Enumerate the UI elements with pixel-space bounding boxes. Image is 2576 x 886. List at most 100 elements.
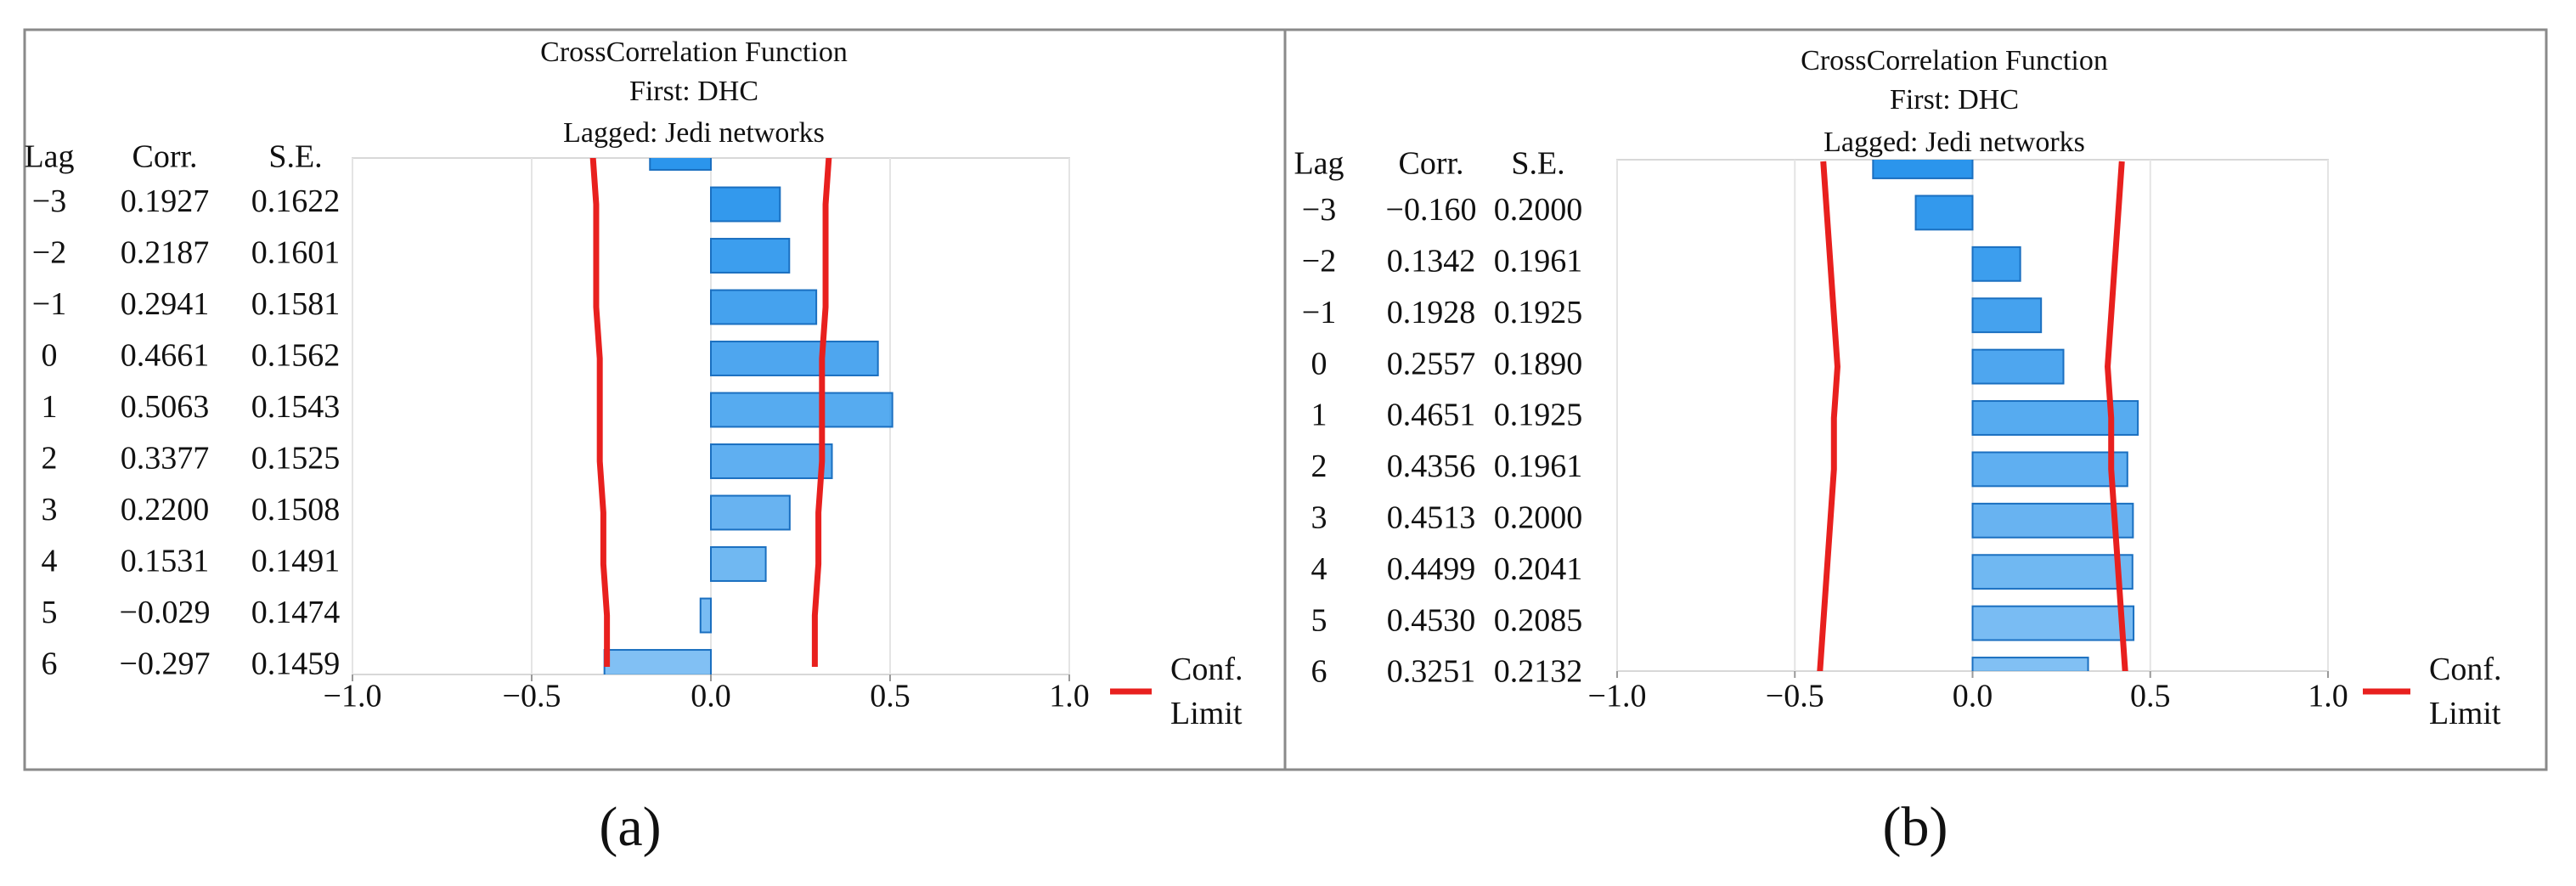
corr-label: 0.3377 xyxy=(121,441,210,477)
legend: Conf. Limit xyxy=(1170,652,1243,731)
x-tick-label: −1.0 xyxy=(324,679,382,714)
se-label: 0.1508 xyxy=(251,492,341,528)
se-label: 0.1474 xyxy=(251,595,341,630)
se-label: 0.2132 xyxy=(1494,654,1583,690)
se-label: 0.1622 xyxy=(251,183,341,219)
se-label: 0.1491 xyxy=(251,544,341,579)
se-label: 0.1525 xyxy=(251,441,341,477)
panel-label: (b) xyxy=(1883,796,1948,858)
x-tick-label: 0.0 xyxy=(691,679,731,714)
corr-label: −0.297 xyxy=(120,646,211,682)
se-label: 0.1581 xyxy=(251,286,341,322)
table-header: Lag xyxy=(1294,146,1344,182)
lag-label: 2 xyxy=(1311,449,1327,484)
bar xyxy=(699,597,713,634)
chart-title: First: DHC xyxy=(1890,84,2019,116)
corr-label: 0.4661 xyxy=(121,338,210,374)
lag-label: 4 xyxy=(1311,551,1327,587)
lag-label: −3 xyxy=(32,183,66,219)
se-label: 0.1961 xyxy=(1494,449,1583,484)
corr-label: 0.1531 xyxy=(121,544,210,579)
bars xyxy=(1817,160,2139,671)
lag-label: 1 xyxy=(42,389,58,425)
bar xyxy=(1971,657,2089,671)
corr-label: 0.4499 xyxy=(1387,551,1476,587)
se-label: 0.1925 xyxy=(1494,398,1583,433)
se-label: 0.1543 xyxy=(251,389,341,425)
legend-label: Conf. Limit xyxy=(1170,652,1243,731)
lag-label: 3 xyxy=(42,492,58,528)
chart-title: Lagged: Jedi networks xyxy=(1823,127,2085,158)
corr-label: 0.2941 xyxy=(121,286,210,322)
bar xyxy=(1872,160,1974,179)
x-tick-label: −0.5 xyxy=(1766,679,1824,714)
se-label: 0.2000 xyxy=(1494,192,1583,228)
corr-label: 0.4530 xyxy=(1387,602,1476,638)
corr-label: 0.2200 xyxy=(121,492,210,528)
lag-label: 6 xyxy=(42,646,58,682)
corr-label: 0.4356 xyxy=(1387,449,1476,484)
se-label: 0.1601 xyxy=(251,235,341,271)
corr-label: 0.2557 xyxy=(1387,346,1476,381)
bar xyxy=(1971,502,2134,539)
bar xyxy=(1971,554,2134,590)
bar xyxy=(710,289,818,325)
lag-label: 5 xyxy=(1311,602,1327,638)
chart-title: CrossCorrelation Function xyxy=(540,37,848,68)
conf-limit-line xyxy=(811,158,832,667)
lag-label: 4 xyxy=(42,544,58,579)
table-header: S.E. xyxy=(1511,146,1564,182)
panel-label: (a) xyxy=(599,796,661,858)
lag-label: −2 xyxy=(32,235,66,271)
conf-limit-line xyxy=(589,158,611,667)
bar xyxy=(710,392,893,428)
bar xyxy=(710,186,781,223)
bar xyxy=(1971,451,2128,488)
lag-label: −1 xyxy=(32,286,66,322)
title-background xyxy=(537,36,851,68)
se-label: 0.2041 xyxy=(1494,551,1583,587)
corr-label: 0.1928 xyxy=(1387,295,1476,330)
corr-label: 0.3251 xyxy=(1387,654,1476,690)
bar xyxy=(1971,348,2065,385)
lag-label: 3 xyxy=(1311,500,1327,536)
table-header: Corr. xyxy=(1398,146,1463,182)
lag-label: 5 xyxy=(42,595,58,630)
corr-label: 0.2187 xyxy=(121,235,210,271)
bar xyxy=(710,443,833,479)
lag-label: 1 xyxy=(1311,398,1327,433)
corr-label: 0.1342 xyxy=(1387,244,1476,279)
x-tick-label: −0.5 xyxy=(503,679,561,714)
corr-label: −0.160 xyxy=(1386,192,1477,228)
x-tick-label: 1.0 xyxy=(2308,679,2348,714)
x-tick-label: 0.0 xyxy=(1953,679,1993,714)
corr-label: 0.5063 xyxy=(121,389,210,425)
lag-label: 0 xyxy=(42,338,58,374)
lag-label: −2 xyxy=(1302,244,1336,279)
legend-label: Conf. Limit xyxy=(2429,652,2502,731)
bar xyxy=(1971,297,2043,334)
lag-label: −3 xyxy=(1302,192,1336,228)
chart-title: Lagged: Jedi networks xyxy=(563,117,825,149)
corr-label: −0.029 xyxy=(120,595,211,630)
conf-limit-line xyxy=(1817,161,1840,671)
bar xyxy=(710,238,791,274)
x-tick-label: −1.0 xyxy=(1588,679,1647,714)
corr-label: 0.4513 xyxy=(1387,500,1476,536)
legend: Conf. Limit xyxy=(2429,652,2502,731)
bar xyxy=(649,158,713,171)
conf-limit-line xyxy=(2105,161,2128,671)
bar xyxy=(710,341,879,376)
bar xyxy=(1971,245,2021,282)
table-header: Corr. xyxy=(132,139,197,175)
title-background xyxy=(625,75,763,107)
bar xyxy=(710,546,767,582)
lag-label: 6 xyxy=(1311,654,1327,690)
se-label: 0.1459 xyxy=(251,646,341,682)
bar xyxy=(603,649,713,674)
x-tick-label: 0.5 xyxy=(2130,679,2171,714)
chart-title: First: DHC xyxy=(629,76,758,107)
se-label: 0.1890 xyxy=(1494,346,1583,381)
